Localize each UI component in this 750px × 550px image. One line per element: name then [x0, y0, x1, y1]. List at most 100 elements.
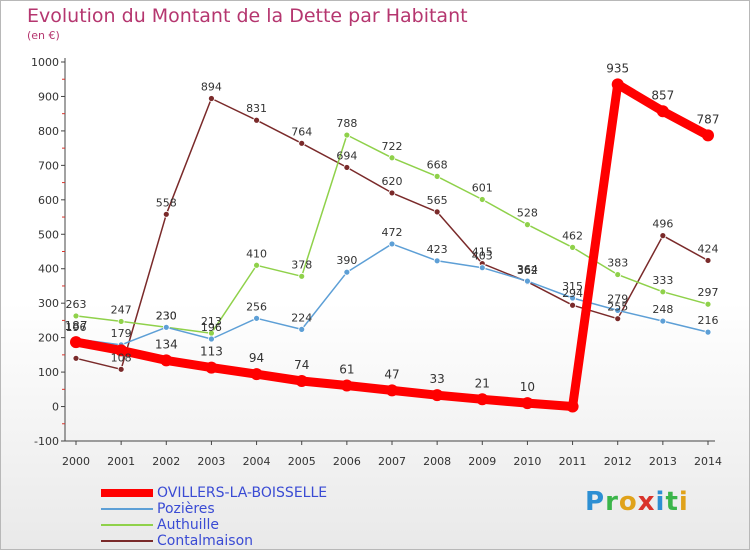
data-label-2-2: 230: [156, 309, 177, 322]
data-label-2-10: 528: [517, 207, 538, 220]
data-label-0-12: 935: [606, 61, 629, 75]
data-point-0-9: [476, 393, 489, 406]
data-label-1-10: 364: [517, 263, 538, 276]
data-label-0-9: 21: [475, 376, 490, 390]
x-tick-label: 2009: [468, 455, 496, 468]
data-label-0-13: 857: [651, 88, 674, 102]
data-label-3-10: 362: [517, 264, 538, 277]
data-point-2-7: [388, 154, 396, 162]
data-point-1-10: [524, 277, 531, 285]
y-tick-label: 700: [38, 159, 59, 172]
data-point-1-5: [298, 325, 306, 333]
data-label-3-5: 764: [291, 125, 312, 138]
data-label-2-6: 788: [336, 117, 357, 130]
data-label-2-8: 668: [427, 158, 448, 171]
legend-swatch-pozieres: [101, 508, 153, 510]
data-label-3-12: 255: [607, 301, 628, 314]
data-point-3-6: [343, 164, 351, 171]
data-label-3-3: 894: [201, 81, 222, 94]
data-point-0-7: [386, 384, 398, 397]
data-point-1-2: [162, 323, 170, 331]
y-tick-label: 500: [38, 228, 59, 241]
data-label-1-5: 224: [291, 311, 312, 324]
data-point-2-0: [72, 312, 80, 320]
data-point-1-13: [659, 317, 667, 325]
data-point-1-3: [208, 335, 215, 343]
chart-subtitle: (en €): [27, 29, 60, 42]
data-point-1-7: [388, 240, 396, 248]
data-point-3-7: [388, 189, 396, 197]
data-point-3-12: [614, 315, 622, 323]
data-label-3-6: 694: [336, 149, 357, 162]
legend-label-contalmaison: Contalmaison: [157, 533, 254, 549]
data-label-0-2: 134: [155, 337, 178, 351]
data-point-1-4: [253, 314, 260, 322]
y-tick-label: 200: [38, 332, 59, 345]
data-label-3-4: 831: [246, 102, 267, 115]
data-point-3-2: [162, 210, 170, 218]
y-tick-label: 1000: [31, 56, 59, 69]
data-point-1-8: [433, 257, 441, 265]
y-tick-label: 100: [38, 366, 59, 379]
data-point-0-0: [70, 336, 82, 349]
data-point-0-14: [702, 129, 714, 142]
x-tick-label: 2005: [288, 455, 316, 468]
data-label-2-1: 247: [111, 303, 132, 316]
data-label-1-14: 216: [698, 314, 719, 327]
data-label-1-8: 423: [427, 243, 448, 256]
legend-label-ovillers: OVILLERS-LA-BOISSELLE: [157, 485, 328, 501]
x-tick-label: 2002: [152, 455, 180, 468]
data-label-2-14: 297: [698, 286, 719, 299]
data-point-3-3: [208, 95, 215, 102]
data-label-0-14: 787: [697, 112, 720, 126]
data-point-2-10: [524, 221, 531, 229]
data-label-0-7: 47: [384, 367, 399, 381]
y-tick-label: 900: [38, 90, 59, 103]
x-tick-label: 2013: [649, 455, 677, 468]
legend-label-authuille: Authuille: [157, 517, 219, 533]
data-point-0-4: [250, 368, 263, 381]
data-label-0-10: 10: [520, 380, 535, 394]
data-point-3-4: [253, 116, 260, 124]
data-point-2-9: [478, 196, 486, 203]
y-tick-label: 300: [38, 297, 59, 310]
data-label-0-4: 94: [249, 351, 264, 365]
data-point-2-8: [433, 172, 441, 180]
data-point-1-9: [478, 264, 486, 272]
legend-swatch-contalmaison: [101, 540, 153, 542]
data-label-0-6: 61: [339, 363, 354, 377]
data-point-0-5: [295, 375, 308, 388]
data-point-0-11: [566, 400, 579, 413]
x-tick-label: 2010: [513, 455, 541, 468]
data-point-2-5: [298, 272, 306, 280]
data-point-2-6: [343, 131, 351, 139]
data-point-3-8: [433, 208, 441, 216]
x-tick-label: 2006: [333, 455, 361, 468]
data-point-1-11: [569, 294, 576, 302]
x-tick-label: 2003: [197, 455, 225, 468]
data-point-1-12: [614, 307, 622, 314]
y-tick-label: 800: [38, 125, 59, 138]
data-point-2-14: [704, 300, 712, 308]
x-tick-label: 2004: [243, 455, 271, 468]
data-label-3-2: 558: [156, 196, 177, 209]
data-point-3-14: [704, 257, 712, 264]
chart-title: Evolution du Montant de la Dette par Hab…: [27, 5, 468, 27]
data-label-1-4: 256: [246, 300, 267, 313]
data-label-2-0: 263: [66, 298, 87, 311]
data-label-1-12: 279: [607, 292, 628, 305]
data-label-1-9: 403: [472, 250, 493, 263]
data-label-1-13: 248: [652, 303, 673, 316]
data-label-3-9: 415: [472, 246, 493, 259]
data-point-0-13: [656, 105, 669, 118]
x-tick-label: 2007: [378, 455, 406, 468]
data-point-0-2: [160, 354, 173, 367]
data-point-3-5: [298, 139, 306, 147]
data-label-3-13: 496: [652, 218, 673, 231]
data-point-0-6: [340, 379, 353, 392]
data-point-1-14: [704, 328, 712, 336]
data-label-2-9: 601: [472, 181, 493, 194]
data-point-0-8: [431, 389, 444, 402]
data-label-2-13: 333: [652, 274, 673, 287]
